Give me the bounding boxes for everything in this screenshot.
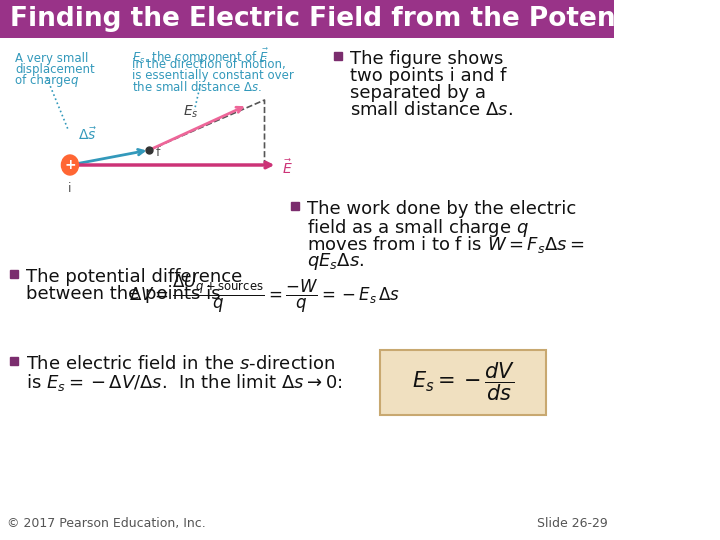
Text: $\Delta\vec{s}$: $\Delta\vec{s}$: [78, 126, 98, 143]
Text: small distance $\Delta s$.: small distance $\Delta s$.: [350, 101, 513, 119]
Text: is essentially constant over: is essentially constant over: [132, 69, 294, 82]
Text: i: i: [68, 182, 72, 195]
Text: $E_s$: $E_s$: [184, 104, 199, 120]
Text: Slide 26-29: Slide 26-29: [536, 517, 608, 530]
Text: of charge: of charge: [15, 74, 75, 87]
Text: The figure shows: The figure shows: [350, 50, 503, 68]
Text: The work done by the electric: The work done by the electric: [307, 200, 577, 218]
Text: +: +: [64, 158, 76, 172]
Text: $E_s$, the component of $\vec{E}$: $E_s$, the component of $\vec{E}$: [132, 47, 269, 67]
Text: A very small: A very small: [15, 52, 89, 65]
FancyBboxPatch shape: [379, 350, 546, 415]
Text: $\Delta V = \dfrac{\Delta U_{q+\mathrm{sources}}}{q} = \dfrac{-W}{q} = -E_s\,\De: $\Delta V = \dfrac{\Delta U_{q+\mathrm{s…: [129, 273, 400, 315]
Text: $E_s = -\dfrac{dV}{ds}$: $E_s = -\dfrac{dV}{ds}$: [412, 361, 515, 403]
Text: between the points is: between the points is: [26, 285, 220, 303]
Circle shape: [61, 155, 78, 175]
Text: Finding the Electric Field from the Potential: Finding the Electric Field from the Pote…: [10, 6, 665, 32]
Text: The potential difference: The potential difference: [26, 268, 242, 286]
Text: separated by a: separated by a: [350, 84, 486, 102]
Text: f: f: [156, 146, 161, 159]
Text: field as a small charge $q$: field as a small charge $q$: [307, 217, 529, 239]
Text: The electric field in the $s$-direction: The electric field in the $s$-direction: [26, 355, 335, 373]
Text: moves from i to f is $W = F_s\Delta s =$: moves from i to f is $W = F_s\Delta s =$: [307, 234, 585, 255]
Text: q: q: [70, 74, 78, 87]
Text: displacement: displacement: [15, 63, 95, 76]
Text: $qE_s\Delta s$.: $qE_s\Delta s$.: [307, 251, 364, 272]
Text: is $E_s = -\Delta V/\Delta s$.  In the limit $\Delta s \rightarrow 0$:: is $E_s = -\Delta V/\Delta s$. In the li…: [26, 372, 342, 393]
Text: © 2017 Pearson Education, Inc.: © 2017 Pearson Education, Inc.: [6, 517, 206, 530]
Text: the small distance $\Delta s$.: the small distance $\Delta s$.: [132, 80, 263, 94]
Text: $\vec{E}$: $\vec{E}$: [282, 159, 292, 177]
Text: in the direction of motion,: in the direction of motion,: [132, 58, 286, 71]
Text: two points i and f: two points i and f: [350, 67, 506, 85]
Bar: [0, 0, 614, 38]
